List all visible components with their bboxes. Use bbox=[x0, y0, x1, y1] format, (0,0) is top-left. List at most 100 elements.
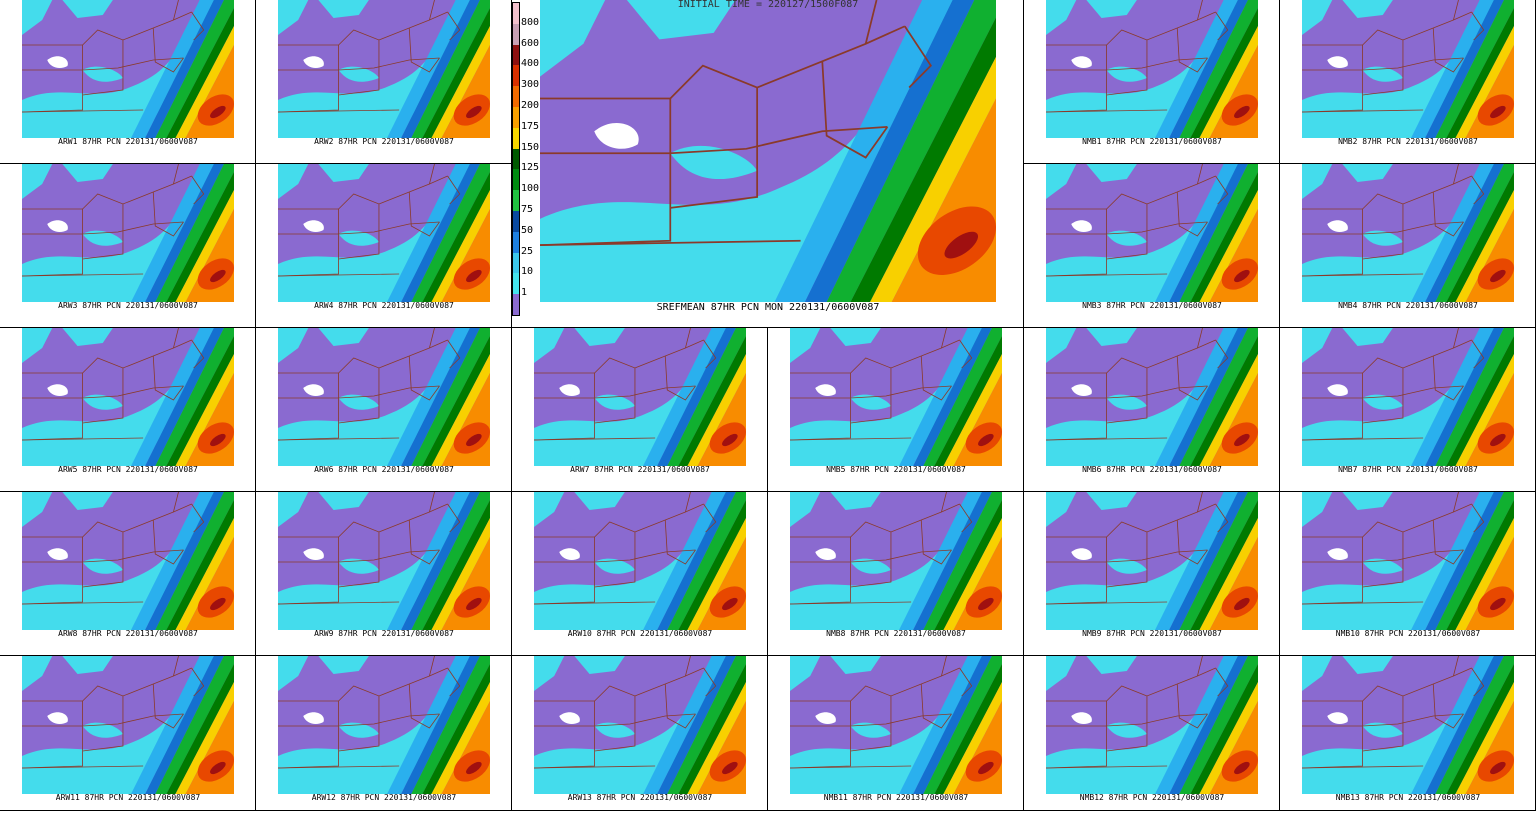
colorbar-segment bbox=[513, 294, 519, 316]
member-panel: ARW13 87HR PCN 220131/0600V087 bbox=[512, 656, 768, 811]
member-caption: ARW9 87HR PCN 220131/0600V087 bbox=[314, 629, 454, 638]
mean-panel: INITIAL TIME = 220127/1500F087 SREFMEAN … bbox=[512, 0, 1024, 328]
member-panel: NMB11 87HR PCN 220131/0600V087 bbox=[768, 656, 1024, 811]
colorbar-segment bbox=[513, 86, 519, 108]
colorbar-segment bbox=[513, 44, 519, 66]
member-map bbox=[1302, 0, 1514, 138]
member-map bbox=[278, 328, 490, 466]
member-panel: NMB12 87HR PCN 220131/0600V087 bbox=[1024, 656, 1280, 811]
colorbar-label: 600 bbox=[521, 37, 540, 49]
member-caption: NMB7 87HR PCN 220131/0600V087 bbox=[1338, 465, 1478, 474]
member-panel: ARW10 87HR PCN 220131/0600V087 bbox=[512, 492, 768, 656]
member-caption: NMB3 87HR PCN 220131/0600V087 bbox=[1082, 301, 1222, 310]
member-panel: ARW4 87HR PCN 220131/0600V087 bbox=[256, 164, 512, 328]
member-caption: NMB1 87HR PCN 220131/0600V087 bbox=[1082, 137, 1222, 146]
member-caption: ARW1 87HR PCN 220131/0600V087 bbox=[58, 137, 198, 146]
member-panel: NMB13 87HR PCN 220131/0600V087 bbox=[1280, 656, 1536, 811]
colorbar-label: 300 bbox=[521, 79, 540, 91]
mean-map bbox=[540, 0, 996, 302]
member-panel: NMB9 87HR PCN 220131/0600V087 bbox=[1024, 492, 1280, 656]
member-panel: ARW11 87HR PCN 220131/0600V087 bbox=[0, 656, 256, 811]
member-map bbox=[790, 656, 1002, 794]
colorbar-segment bbox=[513, 211, 519, 233]
colorbar-segment bbox=[513, 190, 519, 212]
member-caption: NMB9 87HR PCN 220131/0600V087 bbox=[1082, 629, 1222, 638]
colorbar-segment bbox=[513, 65, 519, 87]
member-panel: NMB1 87HR PCN 220131/0600V087 bbox=[1024, 0, 1280, 164]
member-panel: NMB2 87HR PCN 220131/0600V087 bbox=[1280, 0, 1536, 164]
member-caption: NMB13 87HR PCN 220131/0600V087 bbox=[1335, 793, 1481, 802]
colorbar-segment bbox=[513, 273, 519, 295]
colorbar-label: 150 bbox=[521, 141, 540, 153]
colorbar-label: 800 bbox=[521, 16, 540, 28]
member-map bbox=[1046, 656, 1258, 794]
colorbar-segment bbox=[513, 231, 519, 254]
colorbar-label: 200 bbox=[521, 100, 540, 111]
colorbar-segment bbox=[513, 23, 519, 46]
colorbar-label: 400 bbox=[521, 58, 540, 70]
member-map bbox=[1046, 492, 1258, 630]
member-panel: ARW3 87HR PCN 220131/0600V087 bbox=[0, 164, 256, 328]
member-caption: NMB10 87HR PCN 220131/0600V087 bbox=[1335, 629, 1481, 638]
member-panel: NMB6 87HR PCN 220131/0600V087 bbox=[1024, 328, 1280, 492]
member-panel: NMB8 87HR PCN 220131/0600V087 bbox=[768, 492, 1024, 656]
member-map bbox=[278, 0, 490, 138]
member-caption: ARW10 87HR PCN 220131/0600V087 bbox=[567, 629, 713, 638]
member-map bbox=[1046, 328, 1258, 466]
member-panel: ARW12 87HR PCN 220131/0600V087 bbox=[256, 656, 512, 811]
member-panel: ARW2 87HR PCN 220131/0600V087 bbox=[256, 0, 512, 164]
member-caption: NMB4 87HR PCN 220131/0600V087 bbox=[1338, 301, 1478, 310]
member-map bbox=[1046, 164, 1258, 302]
member-caption: ARW11 87HR PCN 220131/0600V087 bbox=[55, 793, 201, 802]
member-panel: NMB4 87HR PCN 220131/0600V087 bbox=[1280, 164, 1536, 328]
member-map bbox=[22, 328, 234, 466]
colorbar-label: 75 bbox=[521, 204, 534, 215]
member-caption: ARW3 87HR PCN 220131/0600V087 bbox=[58, 301, 198, 310]
colorbar-segment bbox=[513, 252, 519, 274]
member-caption: ARW5 87HR PCN 220131/0600V087 bbox=[58, 465, 198, 474]
member-map bbox=[1302, 164, 1514, 302]
member-caption: ARW8 87HR PCN 220131/0600V087 bbox=[58, 629, 198, 638]
member-caption: ARW4 87HR PCN 220131/0600V087 bbox=[314, 301, 454, 310]
colorbar-segment bbox=[513, 169, 519, 191]
initial-time: INITIAL TIME = 220127/1500F087 bbox=[677, 0, 859, 10]
colorbar-segment bbox=[513, 3, 519, 25]
member-map bbox=[22, 0, 234, 138]
colorbar-segment bbox=[513, 127, 519, 150]
member-caption: ARW6 87HR PCN 220131/0600V087 bbox=[314, 465, 454, 474]
member-map bbox=[534, 492, 746, 630]
colorbar-label: 125 bbox=[521, 162, 540, 174]
colorbar-label: 175 bbox=[521, 120, 540, 132]
colorbar-label: 25 bbox=[521, 245, 534, 257]
member-caption: NMB8 87HR PCN 220131/0600V087 bbox=[826, 629, 966, 638]
member-caption: NMB12 87HR PCN 220131/0600V087 bbox=[1079, 793, 1225, 802]
member-map bbox=[534, 328, 746, 466]
member-panel: NMB5 87HR PCN 220131/0600V087 bbox=[768, 328, 1024, 492]
colorbar-segment bbox=[513, 107, 519, 129]
member-caption: NMB5 87HR PCN 220131/0600V087 bbox=[826, 465, 966, 474]
colorbar-label: 1 bbox=[521, 287, 528, 299]
member-map bbox=[278, 492, 490, 630]
colorbar-segment bbox=[513, 148, 519, 170]
colorbar bbox=[512, 2, 520, 316]
colorbar-label: 50 bbox=[521, 224, 534, 236]
member-map bbox=[1302, 492, 1514, 630]
member-map bbox=[278, 164, 490, 302]
member-panel: ARW7 87HR PCN 220131/0600V087 bbox=[512, 328, 768, 492]
member-map bbox=[1046, 0, 1258, 138]
member-panel: ARW9 87HR PCN 220131/0600V087 bbox=[256, 492, 512, 656]
member-map bbox=[534, 656, 746, 794]
member-panel: NMB7 87HR PCN 220131/0600V087 bbox=[1280, 328, 1536, 492]
member-caption: NMB11 87HR PCN 220131/0600V087 bbox=[823, 793, 969, 802]
colorbar-label: 10 bbox=[521, 266, 534, 278]
member-panel: ARW1 87HR PCN 220131/0600V087 bbox=[0, 0, 256, 164]
member-caption: ARW2 87HR PCN 220131/0600V087 bbox=[314, 137, 454, 146]
member-map bbox=[1302, 328, 1514, 466]
member-caption: NMB6 87HR PCN 220131/0600V087 bbox=[1082, 465, 1222, 474]
member-map bbox=[22, 492, 234, 630]
member-panel: NMB10 87HR PCN 220131/0600V087 bbox=[1280, 492, 1536, 656]
member-caption: NMB2 87HR PCN 220131/0600V087 bbox=[1338, 137, 1478, 146]
member-map bbox=[790, 492, 1002, 630]
member-panel: ARW8 87HR PCN 220131/0600V087 bbox=[0, 492, 256, 656]
